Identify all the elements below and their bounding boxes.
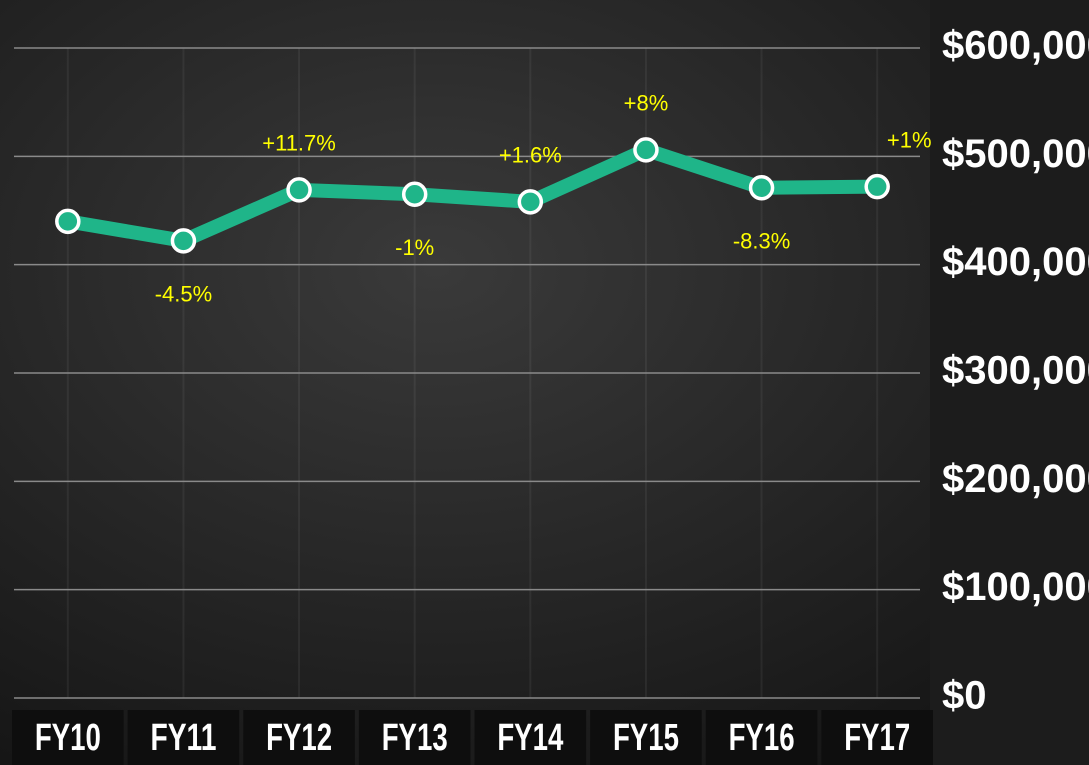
- y-tick-label: $200,000: [942, 457, 1089, 501]
- x-tick-label: FY15: [613, 717, 679, 759]
- x-tick-label: FY13: [382, 717, 448, 759]
- y-tick-label: $400,000: [942, 240, 1089, 284]
- x-tick-label: FY16: [729, 717, 795, 759]
- y-tick-label: $600,000: [942, 24, 1089, 68]
- category-box: [243, 710, 355, 765]
- x-tick-label: FY14: [497, 717, 563, 759]
- point: [286, 177, 312, 203]
- y-tick-label: $100,000: [942, 565, 1089, 609]
- point: [517, 189, 544, 215]
- category-box: [358, 710, 471, 765]
- y-tick-label: $300,000: [942, 349, 1089, 393]
- change-label: -1%: [395, 235, 434, 260]
- change-label: +8%: [624, 91, 669, 116]
- change-label: +11.7%: [262, 131, 336, 156]
- change-label: +1.6%: [499, 143, 562, 168]
- point: [633, 137, 659, 163]
- y-tick-label: $500,000: [942, 132, 1089, 176]
- change-label: -4.5%: [155, 282, 212, 307]
- point: [170, 228, 197, 254]
- series-line: [66, 142, 878, 248]
- category-box: [12, 710, 124, 765]
- change-label: -8.3%: [733, 229, 790, 254]
- y-tick-label: $0: [942, 674, 987, 718]
- change-label: +1%: [887, 127, 932, 152]
- point: [55, 208, 81, 235]
- point: [401, 181, 428, 207]
- category-box: [127, 710, 240, 765]
- x-tick-label: FY17: [844, 717, 910, 759]
- category-box: [821, 710, 933, 765]
- point: [748, 175, 775, 201]
- point: [864, 173, 890, 200]
- category-box: [590, 710, 702, 765]
- x-tick-label: FY10: [35, 717, 101, 759]
- x-tick-label: FY11: [150, 717, 216, 759]
- axis-panel: [930, 0, 1089, 765]
- category-box: [705, 710, 818, 765]
- x-tick-label: FY12: [266, 717, 332, 759]
- category-box: [474, 710, 587, 765]
